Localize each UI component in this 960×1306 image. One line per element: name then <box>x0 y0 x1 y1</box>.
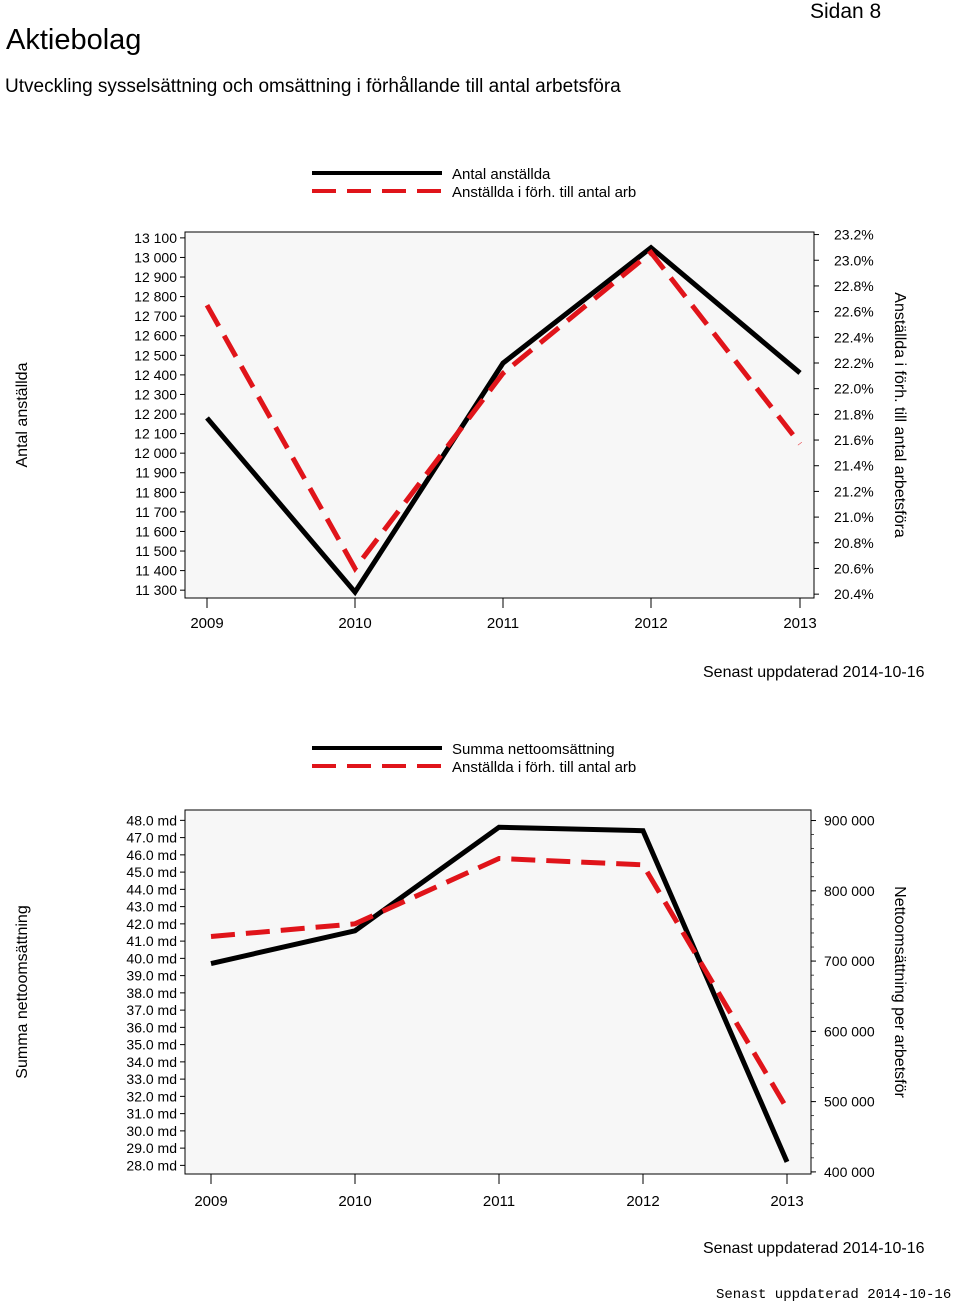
legend-label: Anställda i förh. till antal arb <box>452 759 636 776</box>
y-axis-tick-label: 12 600 <box>134 328 177 344</box>
series-line-secondary <box>204 248 802 574</box>
legend-label: Summa nettoomsättning <box>452 741 615 758</box>
y2-axis-tick-label: 23.0% <box>834 252 874 268</box>
y2-axis-tick-label: 22.2% <box>834 355 874 371</box>
y-axis-tick-label: 43.0 md <box>126 899 177 915</box>
legend-label: Antal anställda <box>452 166 551 183</box>
y-axis-tick-label: 11 800 <box>135 484 177 500</box>
plot-area <box>184 231 815 599</box>
y-axis-tick-label: 12 200 <box>134 406 177 422</box>
y2-axis-tick-label: 900 000 <box>824 813 875 829</box>
y-axis-tick-label: 40.0 md <box>126 950 177 966</box>
y-axis-tick-label: 12 700 <box>134 308 177 324</box>
footer-updated-stamp: Senast uppdaterad 2014-10-16 <box>716 1287 952 1303</box>
y2-axis-tick-label: 21.4% <box>834 458 874 474</box>
y2-axis-tick-label: 600 000 <box>824 1023 875 1039</box>
y-axis-tick-label: 11 300 <box>135 582 177 598</box>
y2-axis-tick-label: 21.0% <box>834 509 874 525</box>
y-axis-tick-label: 11 900 <box>135 465 177 481</box>
chart-1-updated-note: Senast uppdaterad 2014-10-16 <box>703 664 925 681</box>
y2-axis-tick-label: 22.0% <box>834 381 874 397</box>
series-line-primary <box>205 244 802 597</box>
y-axis-tick-label: 48.0 md <box>126 812 177 828</box>
y2-axis-title: Nettoomsättning per arbetsför <box>891 886 908 1098</box>
page-title: Aktiebolag <box>6 24 142 56</box>
y2-axis-tick-label: 22.8% <box>834 278 874 294</box>
x-axis-tick-label: 2012 <box>634 615 667 632</box>
y-axis-tick-label: 45.0 md <box>126 864 177 880</box>
y2-axis-tick-label: 800 000 <box>824 883 875 899</box>
plot-area <box>184 809 812 1175</box>
y-axis-tick-label: 29.0 md <box>126 1140 177 1156</box>
x-axis-tick-label: 2012 <box>626 1193 659 1210</box>
y-axis-tick-label: 11 500 <box>135 543 177 559</box>
x-axis-tick-label: 2009 <box>194 1193 227 1210</box>
y2-axis-tick-label: 21.8% <box>834 406 874 422</box>
y-axis-tick-label: 38.0 md <box>126 985 177 1001</box>
y2-axis-tick-label: 400 000 <box>824 1164 875 1180</box>
y-axis-tick-label: 12 900 <box>134 269 177 285</box>
y2-axis-tick-label: 20.6% <box>834 560 874 576</box>
x-axis-tick-label: 2013 <box>783 615 816 632</box>
y-axis-tick-label: 47.0 md <box>126 830 177 846</box>
y-axis-tick-label: 31.0 md <box>126 1106 177 1122</box>
y-axis-tick-label: 39.0 md <box>126 968 177 984</box>
y-axis-tick-label: 32.0 md <box>126 1088 177 1104</box>
y-axis-tick-label: 33.0 md <box>126 1071 177 1087</box>
y2-axis-tick-label: 20.8% <box>834 535 874 551</box>
y-axis-tick-label: 12 500 <box>134 347 177 363</box>
x-axis-tick-label: 2013 <box>770 1193 803 1210</box>
series-line-primary <box>210 824 790 1163</box>
page-number: Sidan 8 <box>810 0 882 23</box>
legend-label: Anställda i förh. till antal arb <box>452 184 636 201</box>
y-axis-tick-label: 13 000 <box>134 249 177 265</box>
y2-axis-tick-label: 23.2% <box>834 227 874 243</box>
y-axis-tick-label: 12 800 <box>134 289 177 305</box>
y-axis-tick-label: 11 700 <box>135 504 177 520</box>
y-axis-tick-label: 12 000 <box>134 445 177 461</box>
y-axis-tick-label: 44.0 md <box>126 881 177 897</box>
y-axis-tick-label: 13 100 <box>134 230 177 246</box>
y-axis-tick-label: 12 400 <box>134 367 177 383</box>
y-axis-tick-label: 42.0 md <box>126 916 177 932</box>
y2-axis-tick-label: 22.6% <box>834 304 874 320</box>
x-axis-tick-label: 2010 <box>338 615 371 632</box>
y2-axis-tick-label: 700 000 <box>824 953 875 969</box>
x-axis-tick-label: 2010 <box>338 1193 371 1210</box>
y-axis-title: Summa nettoomsättning <box>14 905 31 1078</box>
y2-axis-tick-label: 21.2% <box>834 483 874 499</box>
x-axis-tick-label: 2011 <box>487 615 519 632</box>
page-subtitle: Utveckling sysselsättning och omsättning… <box>5 76 621 97</box>
y-axis-tick-label: 34.0 md <box>126 1054 177 1070</box>
series-line-secondary <box>210 855 790 1110</box>
y-axis-tick-label: 30.0 md <box>126 1123 177 1139</box>
y-axis-tick-label: 35.0 md <box>126 1037 177 1053</box>
y-axis-tick-label: 46.0 md <box>126 847 177 863</box>
y-axis-tick-label: 41.0 md <box>126 933 177 949</box>
y-axis-tick-label: 28.0 md <box>126 1157 177 1173</box>
y-axis-tick-label: 12 100 <box>134 426 177 442</box>
y-axis-tick-label: 36.0 md <box>126 1019 177 1035</box>
x-axis-tick-label: 2011 <box>483 1193 515 1210</box>
y-axis-tick-label: 11 600 <box>135 523 177 539</box>
y2-axis-title: Anställda i förh. till antal arbetsföra <box>891 292 908 538</box>
y2-axis-tick-label: 20.4% <box>834 586 874 602</box>
y-axis-tick-label: 37.0 md <box>126 1002 177 1018</box>
y2-axis-tick-label: 500 000 <box>824 1094 875 1110</box>
y2-axis-tick-label: 22.4% <box>834 329 874 345</box>
y-axis-title: Antal anställda <box>14 362 31 467</box>
y-axis-tick-label: 11 400 <box>135 563 177 579</box>
y-axis-tick-label: 12 300 <box>134 386 177 402</box>
x-axis-tick-label: 2009 <box>190 615 223 632</box>
y2-axis-tick-label: 21.6% <box>834 432 874 448</box>
chart-2-updated-note: Senast uppdaterad 2014-10-16 <box>703 1240 925 1257</box>
